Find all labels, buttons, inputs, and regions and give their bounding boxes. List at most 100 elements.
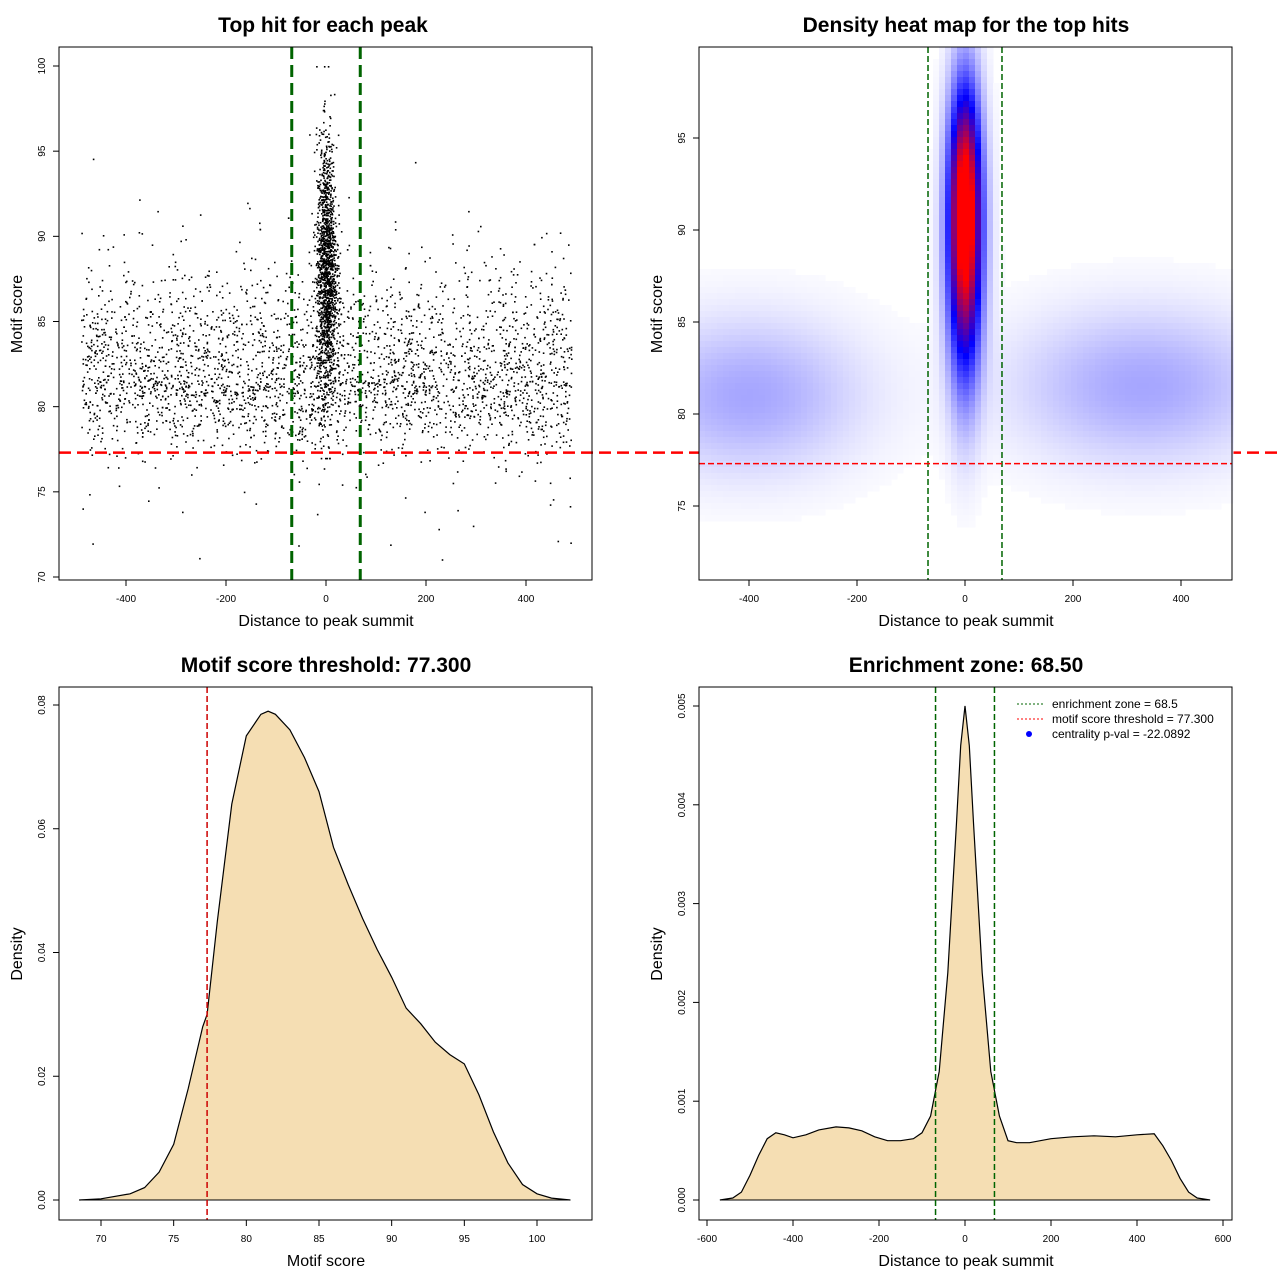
- scatter-point: [181, 277, 184, 280]
- scatter-point: [329, 167, 332, 170]
- scatter-point: [322, 248, 324, 250]
- scatter-point: [471, 378, 474, 380]
- scatter-point: [89, 401, 92, 404]
- scatter-point: [466, 296, 469, 298]
- scatter-point: [177, 374, 179, 377]
- scatter-point: [502, 329, 505, 332]
- scatter-point: [285, 357, 288, 360]
- scatter-point: [328, 133, 330, 136]
- scatter-point: [214, 367, 216, 370]
- scatter-point: [91, 310, 94, 313]
- scatter-point: [333, 251, 335, 253]
- scatter-point: [490, 406, 492, 408]
- scatter-point: [352, 363, 354, 366]
- heatmap-cell: [705, 497, 712, 504]
- scatter-point: [326, 177, 328, 180]
- scatter-point: [364, 380, 367, 382]
- scatter-point: [262, 345, 264, 348]
- scatter-point: [157, 210, 159, 213]
- scatter-point: [467, 374, 470, 377]
- scatter-point: [81, 426, 83, 429]
- scatter-point: [318, 205, 321, 207]
- scatter-point: [338, 265, 340, 267]
- scatter-point: [212, 412, 214, 415]
- scatter-point: [451, 388, 454, 391]
- scatter-point: [413, 375, 416, 378]
- scatter-point: [194, 306, 197, 309]
- scatter-point: [528, 421, 531, 423]
- scatter-point: [419, 374, 422, 376]
- scatter-point: [495, 268, 497, 270]
- scatter-point: [413, 374, 415, 376]
- heatmap-cell: [717, 275, 724, 282]
- scatter-point: [329, 150, 331, 152]
- scatter-point: [310, 419, 313, 421]
- scatter-point: [414, 161, 417, 164]
- scatter-point: [325, 262, 328, 264]
- scatter-point: [120, 355, 123, 358]
- scatter-point: [325, 269, 328, 271]
- scatter-point: [316, 263, 318, 265]
- scatter-point: [334, 281, 337, 283]
- scatter-point: [293, 309, 296, 311]
- scatter-point: [330, 238, 332, 241]
- scatter-point: [532, 287, 534, 289]
- scatter-point: [553, 403, 555, 405]
- scatter-point: [320, 313, 322, 316]
- scatter-point: [332, 223, 335, 225]
- scatter-point: [477, 413, 479, 416]
- heatmap-cell: [729, 323, 736, 330]
- scatter-point: [328, 237, 331, 239]
- scatter-point: [337, 204, 340, 207]
- scatter-point: [318, 135, 321, 137]
- scatter-point: [175, 394, 178, 396]
- scatter-point: [500, 362, 503, 365]
- scatter-point: [130, 364, 132, 367]
- scatter-point: [549, 482, 552, 485]
- scatter-point: [173, 325, 176, 327]
- scatter-point: [327, 245, 329, 247]
- scatter-point: [529, 410, 531, 412]
- scatter-point: [174, 279, 177, 281]
- scatter-point: [482, 325, 485, 328]
- scatter-point: [288, 348, 290, 350]
- scatter-point: [321, 232, 323, 234]
- scatter-point: [334, 317, 336, 319]
- scatter-point: [483, 407, 485, 409]
- scatter-point: [325, 151, 327, 154]
- scatter-point: [345, 426, 347, 429]
- scatter-point: [220, 377, 223, 380]
- heatmap-cell: [711, 425, 718, 432]
- scatter-point: [334, 376, 336, 379]
- scatter-point: [324, 334, 326, 336]
- scatter-point: [207, 354, 209, 357]
- scatter-point: [502, 407, 505, 409]
- scatter-point: [503, 403, 506, 405]
- scatter-point: [99, 386, 102, 388]
- scatter-point: [384, 393, 387, 396]
- scatter-point: [323, 227, 325, 230]
- scatter-point: [333, 297, 336, 299]
- heatmap-cell: [717, 407, 724, 414]
- scatter-point: [540, 444, 542, 446]
- scatter-point: [466, 249, 468, 252]
- scatter-point: [231, 354, 234, 357]
- heatmap-cell: [723, 497, 730, 504]
- scatter-point: [179, 357, 182, 359]
- scatter-point: [416, 388, 418, 390]
- scatter-point: [462, 400, 464, 402]
- scatter-point: [565, 420, 568, 422]
- heatmap-cell: [729, 425, 736, 432]
- scatter-point: [321, 410, 323, 412]
- scatter-point: [544, 312, 546, 314]
- scatter-point: [518, 368, 521, 370]
- heatmap-cell: [729, 473, 736, 480]
- scatter-point: [318, 381, 320, 384]
- heatmap-cell: [717, 323, 724, 330]
- x-tick-label: 200: [418, 594, 435, 605]
- scatter-point: [154, 382, 157, 385]
- heatmap-cell: [699, 359, 706, 366]
- scatter-point: [91, 447, 93, 449]
- scatter-point: [209, 286, 212, 288]
- scatter-point: [405, 454, 407, 457]
